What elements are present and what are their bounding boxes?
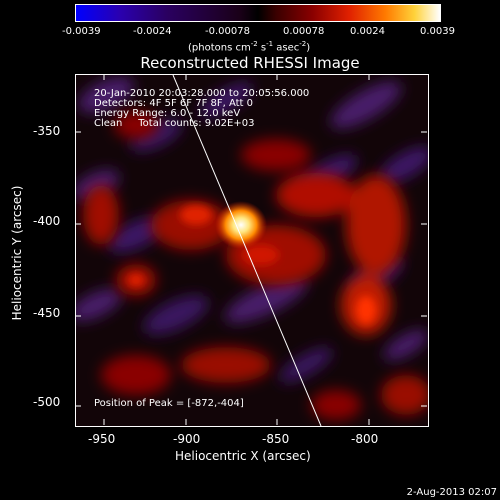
x-axis-title: Heliocentric X (arcsec) bbox=[175, 449, 311, 463]
colorbar-tick: -0.0024 bbox=[133, 26, 172, 37]
plot-title: Reconstructed RHESSI Image bbox=[140, 54, 360, 72]
x-tick-label: -900 bbox=[173, 432, 201, 446]
y-tick-label: -450 bbox=[33, 306, 61, 320]
bright-spots bbox=[128, 205, 376, 324]
annotation-energy-range: Energy Range: 6.0 - 12.0 keV bbox=[94, 108, 241, 119]
y-tick-label: -400 bbox=[33, 214, 61, 228]
annotation-clean-counts: Clean Total counts: 9.02E+03 bbox=[94, 118, 255, 129]
image-plot-area: 20-Jan-2010 20:03:28.000 to 20:05:56.000… bbox=[75, 74, 429, 427]
colorbar bbox=[75, 4, 441, 22]
peak-emission bbox=[215, 201, 267, 249]
x-tick-label: -800 bbox=[351, 432, 379, 446]
annotation-time-range: 20-Jan-2010 20:03:28.000 to 20:05:56.000 bbox=[94, 88, 310, 99]
colorbar-tick: 0.0024 bbox=[350, 26, 385, 37]
axis-ticks bbox=[75, 74, 427, 425]
solar-limb-line bbox=[172, 75, 322, 426]
colorbar-units: (photons cm-2 s-1 asec-2) bbox=[188, 40, 311, 54]
y-tick-label: -500 bbox=[33, 395, 61, 409]
colorbar-tick: -0.0039 bbox=[62, 26, 101, 37]
x-tick-label: -950 bbox=[88, 432, 116, 446]
colorbar-tick: 0.00078 bbox=[283, 26, 325, 37]
footer-date: 2-Aug-2013 02:07 bbox=[406, 487, 497, 498]
rhessi-image bbox=[76, 75, 428, 426]
annotation-peak-position: Position of Peak = [-872,-404] bbox=[94, 398, 244, 409]
y-axis-title: Heliocentric Y (arcsec) bbox=[10, 185, 24, 321]
x-tick-label: -850 bbox=[262, 432, 290, 446]
annotation-detectors: Detectors: 4F 5F 6F 7F 8F, Att 0 bbox=[94, 98, 254, 109]
red-emission-blobs bbox=[83, 111, 428, 420]
y-tick-label: -350 bbox=[33, 124, 61, 138]
colorbar-tick: 0.0039 bbox=[420, 26, 455, 37]
colorbar-tick: -0.00078 bbox=[205, 26, 250, 37]
